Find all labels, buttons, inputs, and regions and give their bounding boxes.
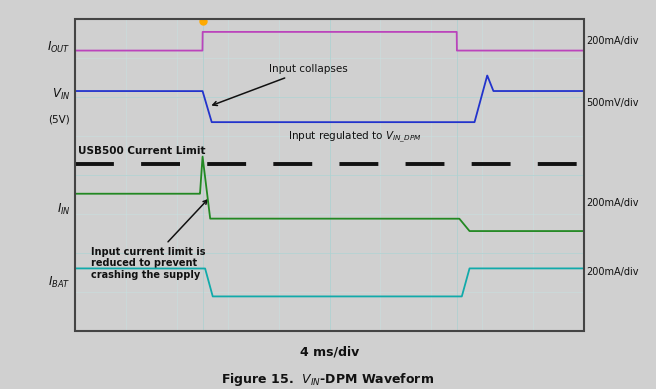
Text: 500mV/div: 500mV/div	[586, 98, 639, 109]
Bar	[75, 19, 584, 331]
Text: $I_{OUT}$: $I_{OUT}$	[47, 40, 70, 55]
Text: 200mA/div: 200mA/div	[586, 36, 639, 46]
Text: $I_{BAT}$: $I_{BAT}$	[48, 275, 70, 290]
Text: Figure 15.  $V_{IN}$-DPM Waveform: Figure 15. $V_{IN}$-DPM Waveform	[222, 371, 434, 388]
Text: USB500 Current Limit: USB500 Current Limit	[78, 146, 205, 156]
Text: Input collapses: Input collapses	[213, 64, 348, 105]
Text: 4 ms/div: 4 ms/div	[300, 346, 359, 359]
Text: 200mA/div: 200mA/div	[586, 266, 639, 277]
Text: (5V): (5V)	[49, 114, 70, 124]
Text: $V_{IN}$: $V_{IN}$	[52, 87, 70, 102]
Text: Input current limit is
reduced to prevent
crashing the supply: Input current limit is reduced to preven…	[91, 200, 207, 280]
Text: Input regulated to $V_{IN\_DPM}$: Input regulated to $V_{IN\_DPM}$	[288, 130, 422, 145]
Text: $I_{IN}$: $I_{IN}$	[56, 202, 70, 217]
Text: 200mA/div: 200mA/div	[586, 198, 639, 208]
